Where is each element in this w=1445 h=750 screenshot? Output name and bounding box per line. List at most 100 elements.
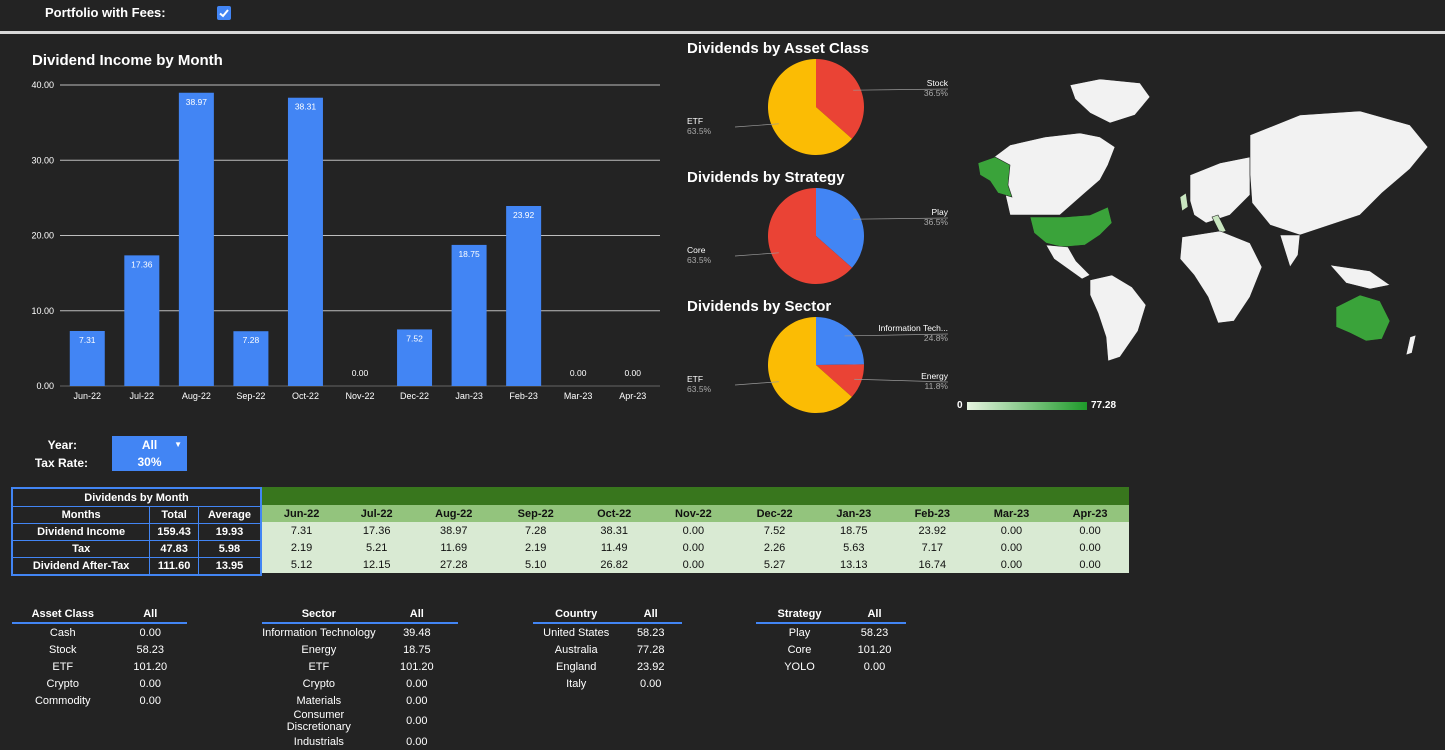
- pie-leader-line: [854, 378, 949, 383]
- month-header: Jan-23: [814, 505, 893, 522]
- country-cell: United States: [543, 626, 610, 639]
- sector-header-row: Sector All: [262, 605, 458, 624]
- bar-value-label: 17.36: [131, 259, 153, 269]
- summary-header-average: Average: [197, 506, 262, 524]
- month-value-cell: 5.12: [262, 556, 342, 573]
- asset-class-header-cell: All: [113, 605, 187, 624]
- y-tick-label: 0.00: [36, 381, 54, 391]
- month-value-cell: 7.52: [734, 522, 815, 539]
- bar: [233, 331, 269, 386]
- asset-class-table: Asset Class All Cash 0.00 Stock 58.23 ETF 101.2…: [12, 605, 187, 709]
- month-value-cell: 5.27: [734, 556, 815, 573]
- tax-rate-field[interactable]: 30%: [112, 454, 187, 471]
- table-row: ETF 101.20: [262, 658, 458, 675]
- strategy-cell: 0.00: [863, 660, 886, 673]
- country-cell: 77.28: [636, 643, 665, 656]
- asset-class-cell: Stock: [48, 643, 77, 656]
- pie-slice: [768, 188, 853, 284]
- table-row: Dividend After-Tax 111.60 13.95: [11, 557, 262, 576]
- year-dropdown-value: All: [141, 438, 158, 452]
- pie-slice-label: Energy: [921, 371, 949, 381]
- month-value-cell: 2.19: [262, 539, 342, 556]
- table-row: Information Technology 39.48: [262, 623, 458, 641]
- table-row: Crypto 0.00: [12, 675, 187, 692]
- asset-class-cell: Cash: [49, 626, 76, 639]
- month-value-cell: 0.00: [971, 522, 1052, 539]
- bar-value-label: 0.00: [624, 368, 641, 378]
- bar-chart-title: Dividend Income by Month: [32, 52, 223, 69]
- summary-cell: 159.43: [149, 523, 199, 541]
- bar: [397, 329, 433, 386]
- table-row: England 23.92: [533, 658, 682, 675]
- month-header: Nov-22: [652, 505, 735, 522]
- pie-slice: [816, 188, 864, 268]
- y-tick-label: 20.00: [31, 231, 54, 241]
- summary-cell: 13.95: [197, 557, 262, 576]
- table-row: Crypto 0.00: [262, 675, 458, 692]
- pie-slice-label: Play: [931, 207, 948, 217]
- table-row: Tax 47.83 5.98: [11, 540, 262, 558]
- country-cell: 0.00: [639, 677, 662, 690]
- mexico-shape: [1045, 244, 1091, 280]
- month-value-cell: 2.26: [734, 539, 815, 556]
- dividend-income-bar-chart: 0.00 10.00 20.00 30.00 40.00 7.31 Jun-22 17.36 J…: [31, 80, 660, 401]
- month-header: Apr-23: [1051, 505, 1129, 522]
- bar: [506, 206, 542, 386]
- year-dropdown[interactable]: All ▼: [112, 436, 187, 454]
- pie-leader-line: [734, 252, 779, 257]
- x-tick-label: Jul-22: [130, 391, 155, 401]
- country-header-cell: Country: [533, 605, 620, 624]
- table-row: Consumer Discretionary 0.00: [262, 709, 458, 733]
- strategy-header-cell: Strategy: [756, 605, 843, 624]
- sector-cell: Consumer Discretionary: [286, 709, 351, 733]
- table-row: Materials 0.00: [262, 692, 458, 709]
- pie-slice: [816, 59, 864, 139]
- table-row: Energy 18.75: [262, 641, 458, 658]
- country-header-row: Country All: [533, 605, 682, 624]
- bar: [124, 255, 160, 386]
- bar: [178, 92, 214, 387]
- pie-leader-line: [853, 217, 949, 220]
- summary-cell: 5.98: [197, 540, 262, 558]
- dividends-summary-table: Dividends by Month Months Total Average …: [11, 487, 262, 576]
- country-cell: 23.92: [636, 660, 665, 673]
- month-value-cell: 0.00: [1051, 556, 1129, 573]
- asset-class-cell: 101.20: [133, 660, 168, 673]
- summary-header-total: Total: [149, 506, 199, 524]
- england-shape: [1179, 192, 1189, 212]
- table-row: Italy 0.00: [533, 675, 682, 692]
- portfolio-fees-checkbox[interactable]: [217, 6, 231, 20]
- table-row: Core 101.20: [756, 641, 906, 658]
- sector-cell: Industrials: [293, 735, 344, 748]
- month-value-cell: 5.10: [495, 556, 576, 573]
- sector-cell: 0.00: [406, 715, 428, 727]
- sector-pie-title: Dividends by Sector: [687, 298, 832, 315]
- month-value-cell: 7.31: [262, 522, 342, 539]
- pie-slice-percent: 11.8%: [925, 381, 949, 391]
- canada-shape: [989, 132, 1116, 216]
- country-cell: 58.23: [636, 626, 665, 639]
- month-value-cell: 11.69: [412, 539, 496, 556]
- asset-class-cell: 0.00: [139, 694, 161, 707]
- month-value-cell: 38.97: [412, 522, 496, 539]
- x-tick-label: Aug-22: [182, 391, 211, 401]
- month-value-cell: 17.36: [341, 522, 413, 539]
- table-row: United States 58.23: [533, 623, 682, 641]
- x-tick-label: Jan-23: [455, 391, 483, 401]
- table-row: Dividend Income 159.43 19.93: [11, 523, 262, 541]
- month-value-cell: 0.00: [1051, 539, 1129, 556]
- southeast-asia-shape: [1329, 264, 1391, 290]
- month-header: Jun-22: [262, 505, 342, 522]
- checkmark-icon: [219, 9, 229, 18]
- x-tick-label: Nov-22: [345, 391, 374, 401]
- pie-leader-line: [734, 381, 779, 386]
- month-value-cell: 5.21: [341, 539, 413, 556]
- asset-class-cell: 0.00: [139, 626, 161, 639]
- month-value-cell: 13.13: [814, 556, 893, 573]
- country-cell: England: [556, 660, 597, 673]
- map-legend-min: 0: [957, 400, 963, 411]
- monthly-header-row: Jun-22 Jul-22 Aug-22 Sep-22 Oct-22 Nov-22 Dec-…: [262, 505, 1129, 522]
- month-header: Feb-23: [892, 505, 972, 522]
